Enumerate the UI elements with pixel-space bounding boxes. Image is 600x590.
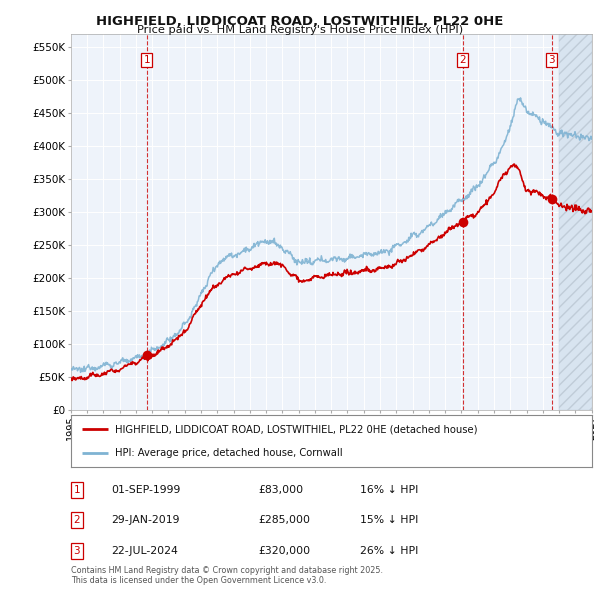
Text: 3: 3: [73, 546, 80, 556]
Text: 15% ↓ HPI: 15% ↓ HPI: [360, 516, 418, 525]
Text: 22-JUL-2024: 22-JUL-2024: [111, 546, 178, 556]
Text: HIGHFIELD, LIDDICOAT ROAD, LOSTWITHIEL, PL22 0HE: HIGHFIELD, LIDDICOAT ROAD, LOSTWITHIEL, …: [97, 15, 503, 28]
Text: Price paid vs. HM Land Registry's House Price Index (HPI): Price paid vs. HM Land Registry's House …: [137, 25, 463, 35]
Text: 01-SEP-1999: 01-SEP-1999: [111, 485, 181, 494]
Text: HIGHFIELD, LIDDICOAT ROAD, LOSTWITHIEL, PL22 0HE (detached house): HIGHFIELD, LIDDICOAT ROAD, LOSTWITHIEL, …: [115, 424, 478, 434]
Text: 2: 2: [73, 516, 80, 525]
Text: 2: 2: [460, 55, 466, 65]
Text: 16% ↓ HPI: 16% ↓ HPI: [360, 485, 418, 494]
Text: 1: 1: [143, 55, 150, 65]
Text: HPI: Average price, detached house, Cornwall: HPI: Average price, detached house, Corn…: [115, 448, 343, 458]
Text: 3: 3: [548, 55, 555, 65]
Text: £83,000: £83,000: [258, 485, 303, 494]
Text: £285,000: £285,000: [258, 516, 310, 525]
Bar: [559, 34, 592, 410]
Text: 29-JAN-2019: 29-JAN-2019: [111, 516, 179, 525]
Text: 26% ↓ HPI: 26% ↓ HPI: [360, 546, 418, 556]
Text: £320,000: £320,000: [258, 546, 310, 556]
Text: 1: 1: [73, 485, 80, 494]
Text: Contains HM Land Registry data © Crown copyright and database right 2025.
This d: Contains HM Land Registry data © Crown c…: [71, 566, 383, 585]
